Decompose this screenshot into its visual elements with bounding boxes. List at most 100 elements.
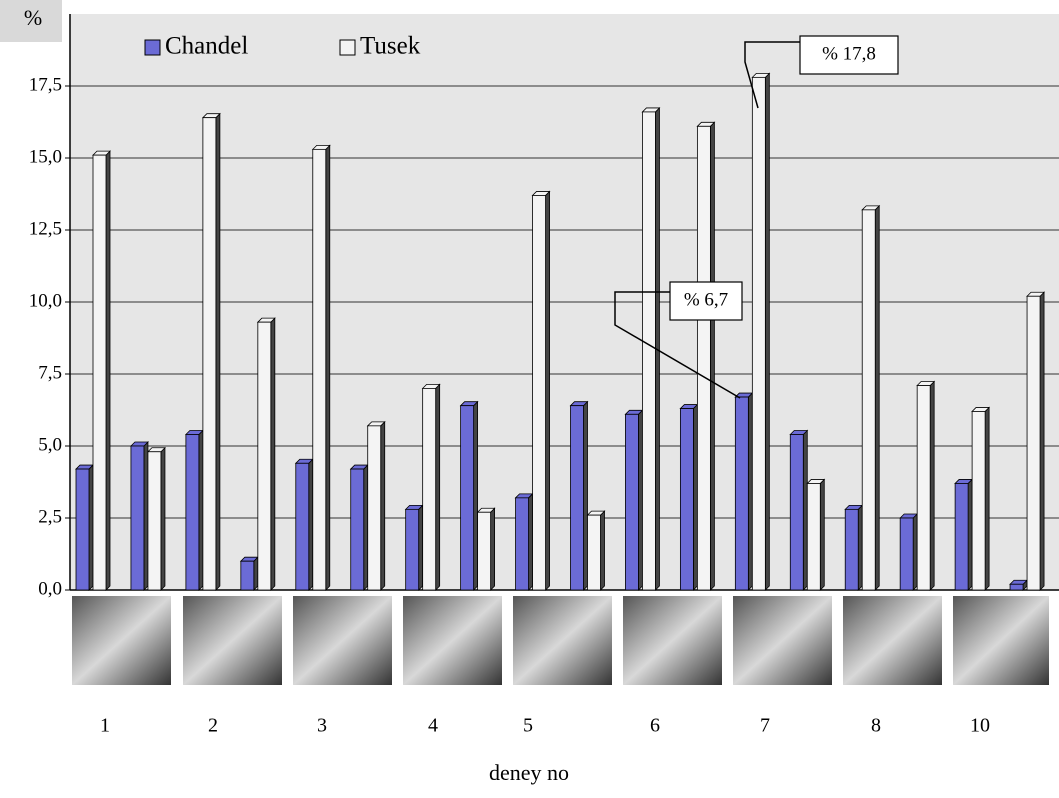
sample-label: 6 xyxy=(650,715,660,737)
callout-box xyxy=(669,281,743,321)
bar xyxy=(295,462,310,591)
bar xyxy=(971,411,986,591)
bar-side xyxy=(215,112,221,591)
bar xyxy=(1009,583,1024,591)
bar-side xyxy=(160,446,166,591)
bar xyxy=(570,405,584,591)
photo xyxy=(293,596,392,685)
callout-line xyxy=(614,291,741,399)
bar-side xyxy=(473,400,479,591)
bar xyxy=(861,209,876,591)
x-axis-label: deney no xyxy=(489,760,569,785)
callout-box xyxy=(799,35,899,75)
bar-side xyxy=(583,400,588,591)
bar xyxy=(954,483,969,591)
y-tick-label: 5,0 xyxy=(38,434,62,455)
bar xyxy=(734,396,749,591)
annotation: % 6,7 xyxy=(684,289,728,310)
y-axis-label: % xyxy=(24,5,42,30)
bar xyxy=(460,405,475,591)
y-tick-label: 7,5 xyxy=(38,362,62,383)
photo xyxy=(623,596,722,685)
sample-label: 1 xyxy=(100,715,110,737)
y-tick-label: 2,5 xyxy=(38,506,62,527)
bar-side xyxy=(802,429,808,591)
bar-side xyxy=(270,317,276,591)
photo xyxy=(733,596,832,685)
sample-label: 7 xyxy=(760,715,770,737)
bar-side xyxy=(819,478,825,591)
legend-label: Tusek xyxy=(360,33,421,60)
legend-swatch xyxy=(339,39,356,56)
bar-side xyxy=(253,556,259,591)
y-tick-label: 12,5 xyxy=(29,218,62,239)
bar-side xyxy=(967,478,973,591)
bar-side xyxy=(929,380,935,591)
photo xyxy=(403,596,502,685)
bar xyxy=(916,385,931,591)
bar xyxy=(806,483,821,591)
bar-side xyxy=(692,403,698,591)
y-tick-label: 15,0 xyxy=(29,146,62,167)
y-label-box xyxy=(0,0,62,42)
bar-side xyxy=(143,441,149,591)
bar xyxy=(257,321,272,591)
sample-label: 8 xyxy=(871,715,881,737)
sample-label: 3 xyxy=(317,715,327,737)
bar-side xyxy=(1039,291,1045,591)
bar-side xyxy=(709,121,715,591)
photo xyxy=(513,596,612,685)
sample-label: 10 xyxy=(970,715,990,737)
bar xyxy=(696,125,711,591)
bar xyxy=(1026,295,1041,591)
bar-side xyxy=(105,150,111,591)
bar-side xyxy=(198,429,204,591)
bar xyxy=(789,434,804,591)
bar-side xyxy=(363,464,369,591)
photo xyxy=(72,596,171,685)
bar xyxy=(532,195,546,591)
photo xyxy=(183,596,282,685)
bar-side xyxy=(325,144,331,591)
bar-side xyxy=(418,504,424,591)
sample-photos xyxy=(72,596,1049,685)
bar-side xyxy=(600,510,605,591)
bar xyxy=(844,508,859,591)
legend-label: Chandel xyxy=(165,33,248,60)
bar xyxy=(515,497,529,591)
bar xyxy=(587,514,601,591)
bar-side xyxy=(545,190,550,591)
bar xyxy=(477,511,492,591)
bar xyxy=(899,517,914,591)
bar xyxy=(202,117,217,591)
bar-side xyxy=(380,420,386,591)
bar-side xyxy=(88,464,94,591)
bar-side xyxy=(874,204,880,591)
sample-label: 5 xyxy=(523,715,533,737)
photo xyxy=(953,596,1049,685)
bar-side xyxy=(435,383,441,591)
bar xyxy=(751,76,766,591)
callout-line xyxy=(744,41,800,109)
bar xyxy=(350,468,365,591)
bar xyxy=(642,111,656,591)
bar-side xyxy=(764,72,770,591)
sample-label: 4 xyxy=(428,715,438,737)
bar xyxy=(625,413,639,591)
annotation: % 17,8 xyxy=(822,43,876,64)
bar-side xyxy=(912,513,918,591)
bar-side xyxy=(984,406,990,591)
bar xyxy=(422,387,437,591)
sample-label: 2 xyxy=(208,715,218,737)
bar xyxy=(312,148,327,591)
bar xyxy=(367,425,382,591)
bar xyxy=(405,508,420,591)
bar-side xyxy=(528,492,533,591)
legend-swatch xyxy=(144,39,161,56)
bar-side xyxy=(638,409,643,591)
bar xyxy=(147,451,162,591)
bar-side xyxy=(747,392,753,591)
bar xyxy=(185,434,200,591)
bar-side xyxy=(857,504,863,591)
